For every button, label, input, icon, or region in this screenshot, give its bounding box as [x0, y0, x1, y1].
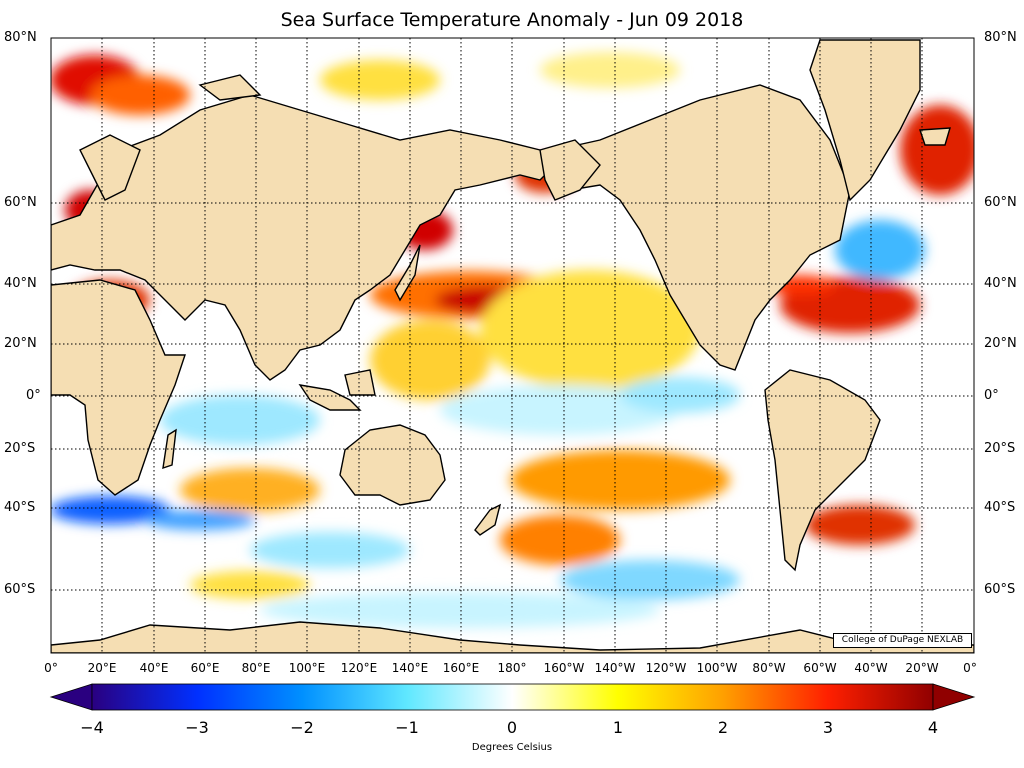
colorbar-tick: 3: [822, 718, 834, 737]
lon-label: 40°W: [854, 661, 888, 675]
lon-label: 80°E: [241, 661, 271, 675]
land-arctic-islands: [198, 74, 262, 101]
lon-label: 20°E: [87, 661, 117, 675]
colorbar-tick: −3: [185, 718, 209, 737]
land-indonesia: [298, 384, 362, 411]
lat-label-right: 40°N: [984, 276, 1017, 291]
colorbar-gradient: [91, 683, 934, 711]
land-eurasia: [51, 94, 562, 381]
lat-label-left: 60°N: [4, 195, 37, 210]
colorbar-tick: −2: [290, 718, 314, 737]
lat-label-left: 20°N: [4, 336, 37, 351]
land-africa: [51, 279, 186, 496]
lat-label-left: 60°S: [4, 582, 36, 597]
lon-label: 80°W: [752, 661, 786, 675]
lon-label: 140°W: [594, 661, 636, 675]
land-iceland: [919, 127, 951, 146]
colorbar-label: Degrees Celsius: [471, 742, 553, 753]
land-north-america: [554, 84, 851, 371]
lat-label-right: 20°S: [984, 441, 1016, 456]
graticule: [51, 38, 974, 653]
lon-label: 160°W: [543, 661, 585, 675]
colorbar-tick: 0: [506, 718, 518, 737]
lon-label: 160°E: [442, 661, 480, 675]
lat-label-right: 80°N: [984, 30, 1017, 45]
lon-label: 120°E: [340, 661, 378, 675]
colorbar-min-arrow: [49, 683, 93, 711]
lon-label: 140°E: [391, 661, 429, 675]
land-madagascar: [162, 428, 177, 470]
lat-label-right: 60°S: [984, 582, 1016, 597]
colorbar-tick: 1: [612, 718, 624, 737]
map-title: Sea Surface Temperature Anomaly - Jun 09…: [280, 9, 744, 31]
lon-label: 20°W: [905, 661, 939, 675]
lon-label: 0°: [44, 661, 58, 675]
lat-label-right: 20°N: [984, 336, 1017, 351]
lat-label-right: 60°N: [984, 195, 1017, 210]
lon-label: 40°E: [139, 661, 169, 675]
land-japan: [394, 244, 421, 302]
land-australia: [339, 424, 446, 506]
lat-label-left: 80°N: [4, 30, 37, 45]
colorbar-tick: −1: [395, 718, 419, 737]
lon-label: 100°W: [696, 661, 738, 675]
colorbar: [49, 683, 976, 711]
lat-label-left: 40°S: [4, 500, 36, 515]
lon-label: 180°: [497, 661, 527, 675]
land-greenland: [809, 39, 921, 202]
lat-label-left: 40°N: [4, 276, 37, 291]
colorbar-tick: 2: [717, 718, 729, 737]
lon-label: 60°W: [803, 661, 837, 675]
colorbar-tick: 4: [927, 718, 939, 737]
colorbar-tick: −4: [80, 718, 104, 737]
land-south-america: [764, 369, 881, 572]
lon-label: 60°E: [190, 661, 220, 675]
land-scandinavia: [79, 134, 141, 201]
lat-label-left: 20°S: [4, 441, 36, 456]
colorbar-max-arrow: [932, 683, 976, 711]
land-borneo: [344, 369, 376, 396]
land-alaska: [539, 139, 601, 201]
lon-label: 100°E: [288, 661, 326, 675]
lat-label-right: 0°: [984, 388, 999, 403]
credit-box: College of DuPage NEXLAB: [833, 633, 972, 648]
map-frame: [50, 37, 975, 654]
land-new-zealand: [474, 503, 502, 536]
lat-label-left: 0°: [26, 388, 41, 403]
land-masses: [51, 39, 974, 653]
lon-label: 0°: [963, 661, 977, 675]
lon-label: 120°W: [645, 661, 687, 675]
lat-label-right: 40°S: [984, 500, 1016, 515]
